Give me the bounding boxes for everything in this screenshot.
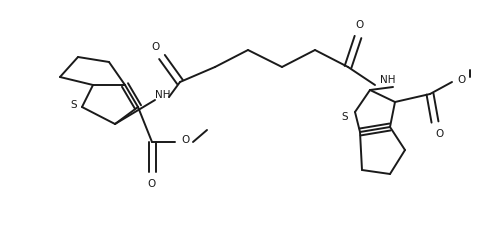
Text: O: O	[436, 129, 444, 139]
Text: NH: NH	[155, 90, 171, 100]
Text: S: S	[71, 100, 77, 110]
Text: O: O	[181, 135, 189, 145]
Text: O: O	[458, 75, 466, 85]
Text: NH: NH	[380, 75, 396, 85]
Text: O: O	[152, 42, 160, 52]
Text: S: S	[342, 112, 348, 122]
Text: O: O	[148, 179, 156, 189]
Text: O: O	[356, 20, 364, 30]
